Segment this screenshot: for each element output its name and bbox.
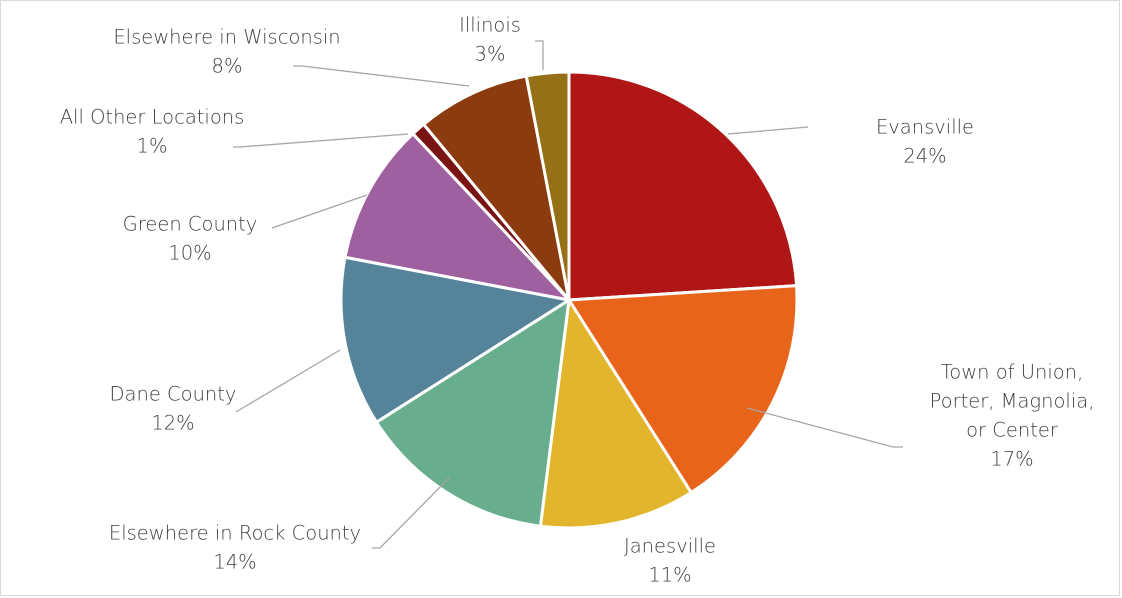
data-label: Green County 10% [123, 213, 258, 265]
leader-line [727, 126, 809, 135]
data-label-percent: 12% [151, 412, 194, 435]
data-label-percent: 14% [213, 551, 256, 574]
data-label-percent: 10% [168, 242, 211, 265]
data-label-percent: 8% [212, 55, 243, 78]
data-label-category: or Center [966, 419, 1058, 442]
leader-lines [233, 40, 903, 549]
pie-slice-dane-county [339, 255, 571, 424]
data-label: Elsewhere in Rock County 14% [109, 522, 361, 574]
data-label-category: Town of Union, [941, 361, 1084, 384]
pie-slice-elsewhere-in-rock-county [374, 298, 571, 528]
pie-slice-evansville [567, 70, 799, 302]
pie-slice-town-of-union-porter-magnolia-or-center [567, 284, 799, 495]
data-label: Janesville 11% [624, 535, 716, 587]
data-label-category: Elsewhere in Rock County [109, 522, 361, 545]
data-labels: Evansville 24% Town of Union, Porter, Magno… [60, 14, 1095, 587]
leader-line [271, 194, 368, 229]
data-label: Evansville 24% [876, 116, 974, 168]
leader-line [293, 65, 470, 87]
data-label: Elsewhere in Wisconsin 8% [113, 26, 340, 78]
data-label-category: Green County [123, 213, 258, 236]
data-label-percent: 3% [475, 43, 506, 66]
pie-slice-janesville [538, 298, 693, 530]
data-label-percent: 1% [137, 135, 168, 158]
data-label-category: Evansville [876, 116, 974, 139]
data-label-category: Illinois [459, 14, 521, 37]
data-label: Illinois 3% [459, 14, 521, 66]
data-label-category: Elsewhere in Wisconsin [113, 26, 340, 49]
data-label: Dane County 12% [110, 383, 237, 435]
data-label-category: Janesville [624, 535, 716, 558]
data-label-category: Porter, Magnolia, [930, 390, 1095, 413]
leader-line [235, 349, 341, 413]
data-label-category: All Other Locations [60, 106, 245, 129]
leader-line [372, 477, 450, 549]
data-label: Town of Union, Porter, Magnolia, or Center… [930, 361, 1095, 471]
pie-slice-green-county [343, 132, 571, 302]
data-label-percent: 17% [990, 448, 1033, 471]
leader-line [535, 40, 544, 70]
pie-slice-elsewhere-in-wisconsin [422, 74, 571, 302]
data-label-percent: 24% [903, 145, 946, 168]
data-label: All Other Locations 1% [60, 106, 245, 158]
leader-line [233, 133, 409, 148]
leader-line [746, 407, 903, 448]
pie-slices [339, 70, 799, 530]
data-label-category: Dane County [110, 383, 237, 406]
data-label-percent: 11% [648, 564, 691, 587]
pie-slice-illinois [524, 70, 571, 302]
